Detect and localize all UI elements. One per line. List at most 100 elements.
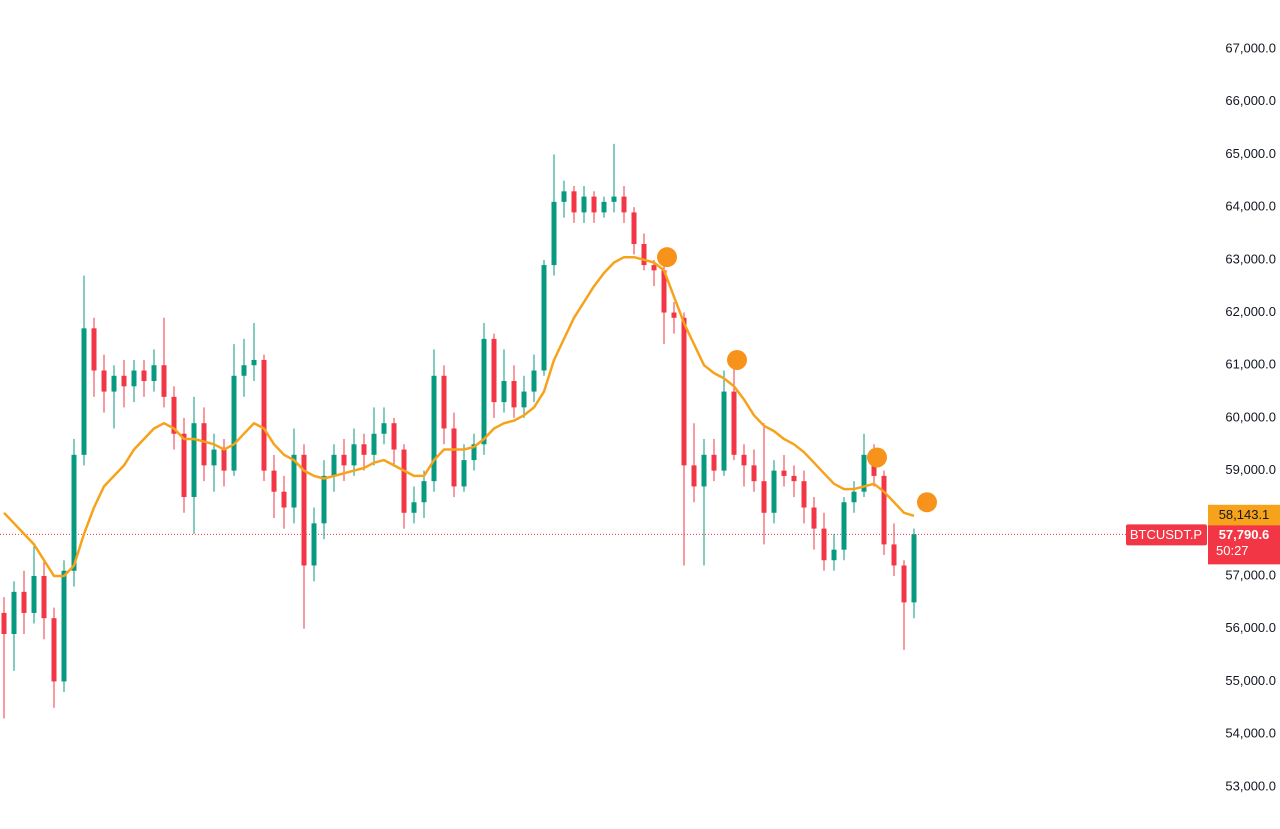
candle-body [401, 449, 407, 513]
candle-body [821, 528, 827, 561]
candle-body [241, 365, 247, 376]
signal-dot [917, 492, 937, 513]
candle-body [601, 201, 607, 213]
candle-body [371, 433, 377, 455]
candle-body [801, 481, 807, 508]
candle-body [111, 375, 117, 392]
plot-layer [1, 143, 937, 719]
candle-body [771, 470, 777, 513]
candle-body [741, 454, 747, 466]
candle-body [101, 370, 107, 392]
candle-body [841, 502, 847, 550]
candle-body [631, 212, 637, 245]
candle-body [431, 375, 437, 482]
y-tick-label: 57,000.0 [1225, 567, 1276, 582]
candle-body [301, 454, 307, 566]
candle-body [901, 565, 907, 603]
y-tick-label: 65,000.0 [1225, 146, 1276, 161]
candle-body [651, 265, 657, 271]
candle-body [121, 375, 127, 387]
signal-dot [727, 349, 747, 370]
candle-body [351, 444, 357, 466]
price-tag [1208, 525, 1280, 565]
candle-body [421, 481, 427, 503]
ma-tag-label: 58,143.1 [1219, 507, 1270, 522]
y-tick-label: 59,000.0 [1225, 462, 1276, 477]
candle-body [671, 312, 677, 318]
candle-body [411, 502, 417, 513]
candle-body [551, 201, 557, 266]
candle-body [491, 338, 497, 403]
candle-body [911, 534, 917, 603]
candle-body [291, 454, 297, 508]
candle-body [231, 375, 237, 471]
y-tick-label: 67,000.0 [1225, 40, 1276, 55]
y-tick-label: 60,000.0 [1225, 409, 1276, 424]
candle-body [271, 470, 277, 492]
candle-body [501, 381, 507, 403]
candle-body [361, 444, 367, 455]
candle-body [381, 423, 387, 434]
candle-body [711, 454, 717, 471]
candle-body [581, 196, 587, 213]
candle-body [221, 449, 227, 471]
candle-body [1, 612, 7, 635]
candle-body [791, 475, 797, 482]
candle-body [201, 423, 207, 466]
candle-body [191, 423, 197, 497]
y-tick-label: 54,000.0 [1225, 726, 1276, 741]
candle-body [331, 454, 337, 476]
candle-body [531, 370, 537, 392]
y-tick-label: 63,000.0 [1225, 251, 1276, 266]
y-tick-label: 53,000.0 [1225, 778, 1276, 793]
candle-body [691, 465, 697, 487]
price-tag-label: 57,790.6 [1219, 527, 1270, 542]
candle-body [91, 328, 97, 371]
candle-body [881, 475, 887, 545]
candle-body [861, 454, 867, 492]
signal-dot [657, 247, 677, 268]
candle-body [41, 576, 47, 619]
candle-body [571, 191, 577, 213]
candle-body [21, 591, 27, 613]
candle-body [641, 244, 647, 266]
y-tick-label: 56,000.0 [1225, 620, 1276, 635]
candle-body [131, 370, 137, 387]
candle-body [81, 328, 87, 455]
countdown-label: 50:27 [1216, 543, 1249, 558]
candle-body [51, 618, 57, 682]
candle-body [181, 433, 187, 497]
signal-dot [867, 447, 887, 468]
candle-body [591, 196, 597, 213]
candle-body [511, 381, 517, 408]
moving-average [3, 255, 915, 578]
candle-body [161, 365, 167, 397]
candle-body [31, 576, 37, 613]
candle-body [731, 391, 737, 455]
ma-tag [1208, 504, 1280, 526]
candle-body [481, 338, 487, 445]
candle-body [461, 460, 467, 487]
symbol-tag [1126, 524, 1207, 546]
candle-body [211, 449, 217, 466]
candle-body [151, 365, 157, 382]
candle-body [661, 270, 667, 313]
candle-body [561, 191, 567, 202]
y-tick-label: 55,000.0 [1225, 673, 1276, 688]
y-tick-label: 62,000.0 [1225, 304, 1276, 319]
candle-body [611, 196, 617, 202]
candle-body [701, 454, 707, 487]
symbol-label: BTCUSDT.P [1130, 527, 1202, 542]
candle-body [61, 570, 67, 682]
candle-body [281, 491, 287, 508]
y-tick-label: 66,000.0 [1225, 93, 1276, 108]
candle-body [721, 391, 727, 471]
candle-body [681, 317, 687, 466]
candle-body [541, 265, 547, 371]
candle-body [811, 507, 817, 529]
candle-body [251, 359, 257, 366]
candle-body [71, 454, 77, 571]
candle-body [521, 391, 527, 408]
candle-body [751, 465, 757, 482]
